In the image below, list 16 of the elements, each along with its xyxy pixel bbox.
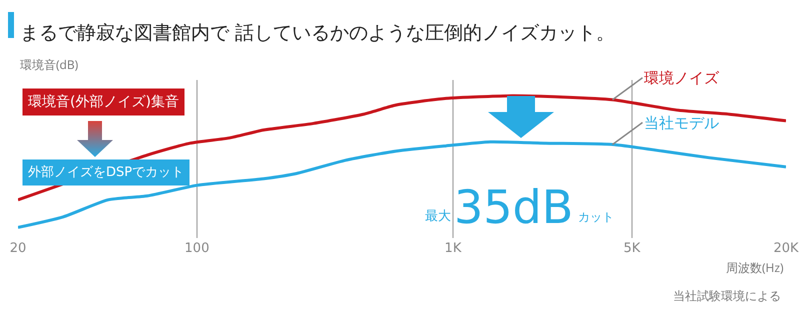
chart-title: まるで静寂な図書館内で 話しているかのような圧倒的ノイズカット。 — [20, 22, 616, 44]
annotation: 外部ノイズをDSPでカット — [28, 165, 184, 180]
series-label: 環境ノイズ — [644, 69, 720, 87]
series-label: 当社モデル — [644, 114, 719, 132]
x-tick-label: 5K — [623, 241, 641, 256]
x-tick-label: 20K — [773, 241, 800, 256]
annotation: 環境音(外部ノイズ)集音 — [28, 94, 179, 110]
x-axis-title: 周波数(Hz) — [726, 259, 784, 276]
annotation: カット — [578, 210, 614, 224]
annotation: 35dB — [454, 180, 574, 234]
y-axis-title: 環境音(dB) — [20, 56, 79, 73]
x-tick-label: 1K — [444, 241, 462, 256]
annotation: 最大 — [425, 209, 451, 224]
text: 当社試験環境による — [673, 289, 781, 303]
x-tick-label: 100 — [184, 241, 210, 256]
x-tick-label: 20 — [10, 241, 26, 256]
